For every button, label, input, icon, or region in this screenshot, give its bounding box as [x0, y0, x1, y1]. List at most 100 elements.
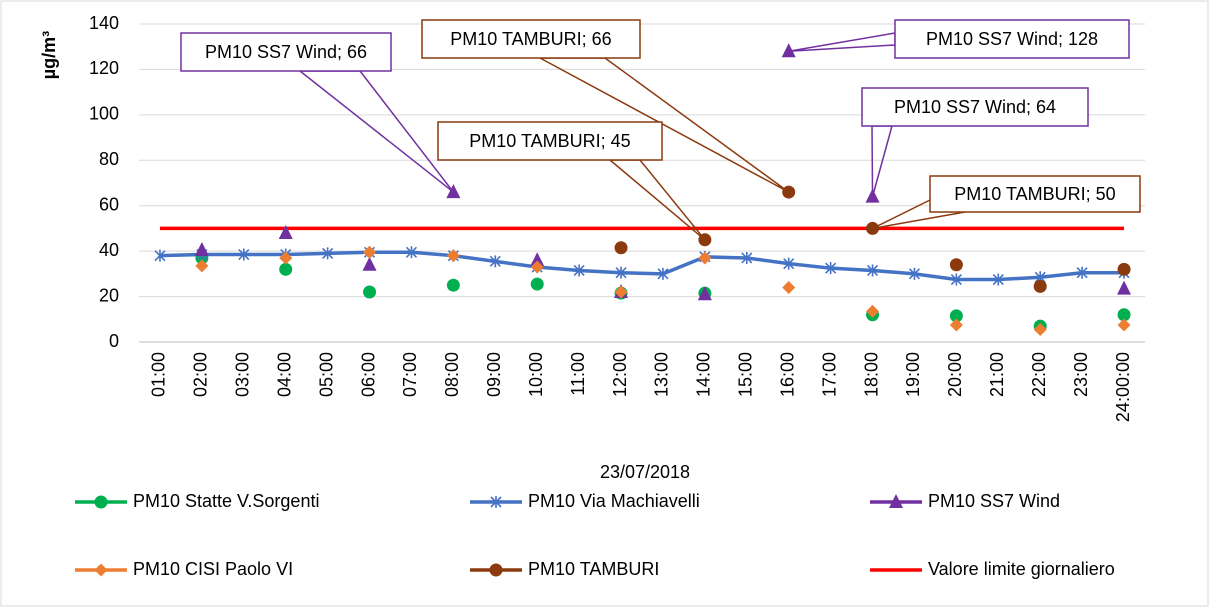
x-tick-label: 02:00 — [191, 352, 211, 397]
x-tick-label: 08:00 — [442, 352, 462, 397]
x-tick-label: 15:00 — [736, 352, 756, 397]
x-tick-label: 13:00 — [652, 352, 672, 397]
marker — [279, 262, 293, 276]
marker — [1117, 318, 1131, 332]
x-tick-label: 24:00:00 — [1113, 352, 1133, 422]
marker — [1117, 308, 1131, 322]
marker — [490, 496, 502, 508]
marker — [698, 251, 712, 265]
marker — [363, 285, 377, 299]
marker — [446, 278, 460, 292]
y-tick-label: 120 — [89, 58, 119, 78]
x-tick-label: 17:00 — [819, 352, 839, 397]
x-tick-label: 12:00 — [610, 352, 630, 397]
marker — [278, 224, 293, 239]
marker — [1033, 323, 1047, 337]
callout: PM10 TAMBURI; 45 — [437, 121, 706, 241]
marker — [741, 251, 753, 264]
legend-label: PM10 SS7 Wind — [928, 491, 1060, 511]
marker — [949, 318, 963, 332]
marker — [825, 262, 837, 275]
y-axis-label: µg/m³ — [39, 31, 59, 79]
x-tick-label: 23:00 — [1071, 352, 1091, 397]
marker — [949, 309, 963, 323]
marker — [889, 494, 903, 508]
marker — [446, 249, 460, 263]
legend-item: PM10 CISI Paolo VI — [75, 559, 293, 579]
x-tick-label: 19:00 — [903, 352, 923, 397]
y-tick-label: 40 — [99, 240, 119, 260]
marker — [194, 242, 209, 257]
callout-box — [929, 175, 1141, 213]
x-tick-label: 16:00 — [777, 352, 797, 397]
x-tick-label: 10:00 — [526, 352, 546, 397]
callout-text: PM10 SS7 Wind; 128 — [926, 29, 1098, 49]
marker — [992, 273, 1004, 286]
marker — [573, 264, 585, 277]
callout-text: PM10 TAMBURI; 45 — [469, 131, 630, 151]
callout: PM10 TAMBURI; 66 — [421, 19, 790, 193]
callout: PM10 SS7 Wind; 64 — [861, 87, 1089, 197]
marker — [94, 563, 108, 577]
marker — [94, 495, 108, 509]
callout: PM10 SS7 Wind; 128 — [788, 19, 1130, 59]
marker — [530, 252, 545, 267]
callout-text: PM10 SS7 Wind; 66 — [205, 42, 367, 62]
x-tick-label: 04:00 — [274, 352, 294, 397]
marker — [866, 264, 879, 277]
x-tick-label: 22:00 — [1029, 352, 1049, 397]
x-tick-label: 18:00 — [861, 352, 881, 397]
x-tick-label: 01:00 — [149, 352, 169, 397]
y-tick-label: 140 — [89, 13, 119, 33]
legend-label: PM10 Statte V.Sorgenti — [133, 491, 319, 511]
marker — [238, 248, 250, 261]
marker — [405, 246, 418, 259]
marker — [1117, 262, 1131, 276]
marker — [322, 247, 334, 260]
legend-item: Valore limite giornaliero — [870, 559, 1115, 579]
marker — [363, 245, 377, 259]
marker — [781, 43, 796, 58]
marker — [614, 241, 628, 255]
callout-text: PM10 SS7 Wind; 64 — [894, 97, 1056, 117]
marker — [908, 267, 921, 280]
y-tick-label: 0 — [109, 331, 119, 351]
marker — [782, 280, 796, 294]
callout: PM10 TAMBURI; 50 — [872, 175, 1141, 230]
marker — [279, 251, 293, 265]
legend-item: PM10 Via Machiavelli — [470, 491, 700, 511]
x-tick-label: 06:00 — [358, 352, 378, 397]
legend-item: PM10 Statte V.Sorgenti — [75, 491, 319, 511]
x-tick-label: 07:00 — [400, 352, 420, 397]
marker — [154, 249, 166, 262]
marker — [615, 266, 627, 279]
x-axis-label: 23/07/2018 — [600, 462, 690, 482]
callout-box — [437, 121, 663, 161]
marker — [614, 285, 628, 299]
callout-text: PM10 TAMBURI; 50 — [954, 184, 1115, 204]
marker — [530, 277, 544, 291]
legend-item: PM10 SS7 Wind — [870, 491, 1060, 511]
marker — [657, 267, 669, 280]
legend-label: PM10 TAMBURI — [528, 559, 659, 579]
marker — [1076, 266, 1088, 279]
y-tick-label: 20 — [99, 285, 119, 305]
x-tick-label: 21:00 — [987, 352, 1007, 397]
marker — [866, 304, 880, 318]
x-tick-label: 14:00 — [694, 352, 714, 397]
y-tick-label: 80 — [99, 149, 119, 169]
x-tick-label: 09:00 — [484, 352, 504, 397]
marker — [1117, 280, 1132, 295]
series-line — [159, 250, 1125, 282]
callout: PM10 SS7 Wind; 66 — [180, 32, 454, 193]
x-tick-label: 20:00 — [945, 352, 965, 397]
marker — [195, 259, 209, 273]
marker — [489, 255, 501, 268]
legend-label: Valore limite giornaliero — [928, 559, 1115, 579]
callout-box — [894, 19, 1130, 59]
marker — [1033, 279, 1047, 293]
x-tick-label: 11:00 — [568, 352, 588, 396]
x-tick-label: 03:00 — [233, 352, 253, 397]
callout-text: PM10 TAMBURI; 66 — [450, 29, 611, 49]
